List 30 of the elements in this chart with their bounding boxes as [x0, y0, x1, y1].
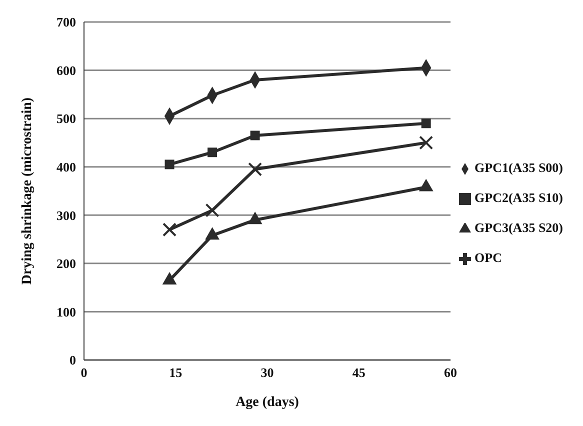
x-tick-label: 45	[352, 365, 366, 380]
x-axis-title: Age (days)	[236, 395, 300, 410]
legend-label: GPC3(A35 S20)	[474, 220, 563, 235]
point	[248, 162, 262, 176]
x-tick-label: 15	[169, 365, 183, 380]
point	[162, 222, 177, 237]
x-tick-label: 30	[260, 365, 274, 380]
y-tick-label: 700	[56, 14, 76, 30]
point	[419, 136, 434, 150]
point	[248, 212, 262, 224]
y-axis-title: Drying shrinkage (microstrain)	[20, 97, 35, 285]
legend-label: GPC2(A35 S10)	[474, 190, 563, 205]
point	[164, 160, 174, 170]
point	[250, 130, 260, 140]
legend-label: OPC	[474, 250, 502, 265]
y-tick-label: 100	[56, 304, 76, 320]
legend-label: GPC1(A35 S00)	[474, 160, 563, 175]
point	[421, 118, 431, 128]
y-tick-label: 300	[56, 208, 76, 223]
y-tick-label: 200	[56, 256, 76, 272]
point	[208, 148, 218, 158]
x-tick-label: 0	[80, 365, 88, 380]
y-tick-label: 0	[70, 352, 76, 368]
y-tick-label: 600	[56, 62, 76, 78]
point	[205, 203, 220, 218]
x-tick-label: 60	[444, 365, 458, 380]
point	[162, 272, 177, 284]
y-tick-label: 400	[56, 159, 76, 174]
y-tick-label: 500	[56, 111, 76, 126]
point	[205, 227, 220, 240]
